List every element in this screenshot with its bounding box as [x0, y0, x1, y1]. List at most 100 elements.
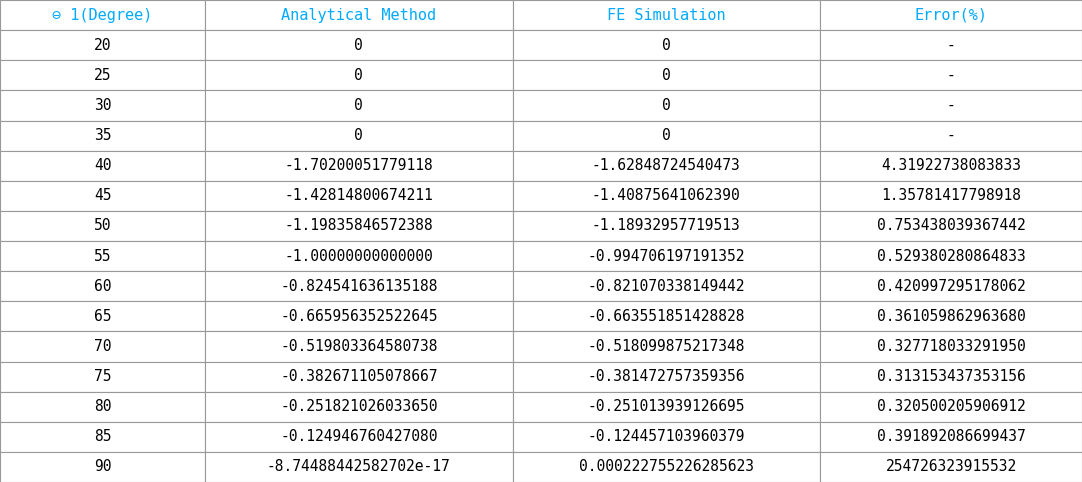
- Bar: [206, 362, 513, 391]
- Text: -8.74488442582702e-17: -8.74488442582702e-17: [267, 459, 451, 474]
- Text: -1.18932957719513: -1.18932957719513: [592, 218, 741, 233]
- Text: 30: 30: [94, 98, 111, 113]
- Text: -0.663551851428828: -0.663551851428828: [588, 309, 745, 324]
- Text: -1.42814800674211: -1.42814800674211: [285, 188, 433, 203]
- Bar: [206, 271, 513, 301]
- Text: -: -: [947, 68, 955, 83]
- Bar: [0, 362, 206, 391]
- Text: 80: 80: [94, 399, 111, 414]
- Bar: [206, 120, 513, 150]
- Text: 70: 70: [94, 339, 111, 354]
- Text: 65: 65: [94, 309, 111, 324]
- Text: -1.70200051779118: -1.70200051779118: [285, 158, 433, 173]
- Bar: [0, 391, 206, 422]
- Text: -0.251013939126695: -0.251013939126695: [588, 399, 745, 414]
- Bar: [513, 332, 820, 362]
- Text: -: -: [947, 128, 955, 143]
- Text: -0.994706197191352: -0.994706197191352: [588, 249, 745, 264]
- Text: 0.391892086699437: 0.391892086699437: [876, 429, 1026, 444]
- Bar: [513, 91, 820, 120]
- Text: 0.753438039367442: 0.753438039367442: [876, 218, 1026, 233]
- Text: Error(%): Error(%): [914, 8, 988, 23]
- Bar: [513, 120, 820, 150]
- Bar: [0, 120, 206, 150]
- Bar: [513, 391, 820, 422]
- Text: 40: 40: [94, 158, 111, 173]
- Text: -0.251821026033650: -0.251821026033650: [280, 399, 437, 414]
- Text: ⊖ 1(Degree): ⊖ 1(Degree): [52, 8, 153, 23]
- Bar: [513, 60, 820, 91]
- Bar: [513, 211, 820, 241]
- Bar: [206, 332, 513, 362]
- Bar: [0, 211, 206, 241]
- Bar: [0, 301, 206, 332]
- Text: 45: 45: [94, 188, 111, 203]
- Text: 50: 50: [94, 218, 111, 233]
- Text: 20: 20: [94, 38, 111, 53]
- Text: -: -: [947, 98, 955, 113]
- Bar: [820, 60, 1082, 91]
- Text: 0: 0: [662, 128, 671, 143]
- Bar: [820, 0, 1082, 30]
- Bar: [513, 150, 820, 181]
- Bar: [0, 0, 206, 30]
- Bar: [513, 301, 820, 332]
- Bar: [206, 91, 513, 120]
- Text: 0.320500205906912: 0.320500205906912: [876, 399, 1026, 414]
- Bar: [820, 301, 1082, 332]
- Text: 60: 60: [94, 279, 111, 294]
- Bar: [206, 422, 513, 452]
- Text: 0: 0: [662, 38, 671, 53]
- Bar: [206, 60, 513, 91]
- Text: -1.62848724540473: -1.62848724540473: [592, 158, 741, 173]
- Text: 4.31922738083833: 4.31922738083833: [881, 158, 1021, 173]
- Text: -0.124946760427080: -0.124946760427080: [280, 429, 437, 444]
- Text: -0.824541636135188: -0.824541636135188: [280, 279, 437, 294]
- Text: -0.518099875217348: -0.518099875217348: [588, 339, 745, 354]
- Bar: [206, 181, 513, 211]
- Bar: [206, 0, 513, 30]
- Text: 75: 75: [94, 369, 111, 384]
- Text: 0.361059862963680: 0.361059862963680: [876, 309, 1026, 324]
- Bar: [820, 150, 1082, 181]
- Text: 0.529380280864833: 0.529380280864833: [876, 249, 1026, 264]
- Bar: [513, 271, 820, 301]
- Bar: [820, 120, 1082, 150]
- Bar: [513, 30, 820, 60]
- Bar: [820, 211, 1082, 241]
- Text: 0: 0: [662, 98, 671, 113]
- Text: 254726323915532: 254726323915532: [885, 459, 1017, 474]
- Bar: [206, 211, 513, 241]
- Bar: [0, 60, 206, 91]
- Bar: [206, 301, 513, 332]
- Bar: [820, 30, 1082, 60]
- Text: 85: 85: [94, 429, 111, 444]
- Bar: [820, 271, 1082, 301]
- Text: 0: 0: [355, 98, 364, 113]
- Bar: [206, 391, 513, 422]
- Bar: [513, 0, 820, 30]
- Text: -1.00000000000000: -1.00000000000000: [285, 249, 433, 264]
- Text: Analytical Method: Analytical Method: [281, 8, 436, 23]
- Bar: [0, 422, 206, 452]
- Bar: [820, 362, 1082, 391]
- Bar: [820, 91, 1082, 120]
- Text: -0.519803364580738: -0.519803364580738: [280, 339, 437, 354]
- Text: 0: 0: [662, 68, 671, 83]
- Text: 0: 0: [355, 68, 364, 83]
- Text: 25: 25: [94, 68, 111, 83]
- Bar: [820, 422, 1082, 452]
- Bar: [0, 241, 206, 271]
- Bar: [0, 271, 206, 301]
- Bar: [513, 452, 820, 482]
- Text: 0.420997295178062: 0.420997295178062: [876, 279, 1026, 294]
- Bar: [820, 391, 1082, 422]
- Text: -0.821070338149442: -0.821070338149442: [588, 279, 745, 294]
- Bar: [820, 241, 1082, 271]
- Text: 55: 55: [94, 249, 111, 264]
- Bar: [0, 91, 206, 120]
- Bar: [206, 241, 513, 271]
- Bar: [206, 30, 513, 60]
- Text: 0.000222755226285623: 0.000222755226285623: [579, 459, 754, 474]
- Text: -0.381472757359356: -0.381472757359356: [588, 369, 745, 384]
